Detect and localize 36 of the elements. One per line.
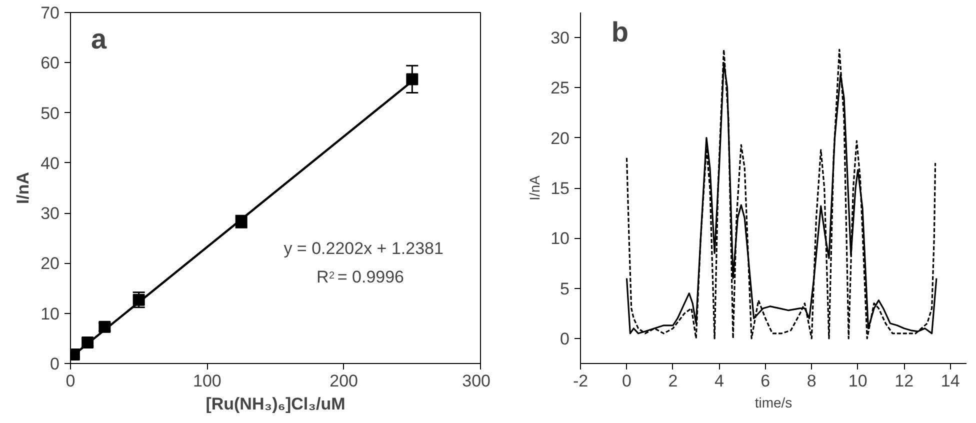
- x-tick-label: 0: [66, 372, 76, 390]
- x-tick-label: 10: [848, 372, 868, 390]
- y-tick-label: 40: [40, 154, 60, 173]
- y-tick-label: 30: [40, 204, 60, 224]
- x-tick-label: -2: [572, 372, 588, 390]
- annotation: y = 0.2202x + 1.2381: [284, 239, 444, 258]
- x-axis-title: time/s: [754, 394, 792, 410]
- x-tick-label: 12: [894, 372, 914, 390]
- x-tick-label: 4: [714, 372, 724, 390]
- y-tick-label: 0: [50, 354, 60, 374]
- y-tick-label: 15: [550, 179, 570, 198]
- y-tick-label: 0: [560, 329, 570, 348]
- y-tick-label: 5: [560, 279, 570, 298]
- y-tick-label: 10: [40, 304, 60, 324]
- annotation: b: [611, 16, 628, 48]
- x-tick-label: 2: [668, 372, 678, 390]
- y-tick-label: 30: [550, 28, 570, 48]
- y-tick-label: 20: [550, 128, 570, 148]
- x-tick-label: 0: [622, 372, 632, 390]
- x-tick-label: 14: [940, 372, 960, 390]
- y-tick-label: 60: [40, 54, 60, 73]
- x-tick-label: 100: [192, 372, 222, 390]
- y-tick-label: 25: [550, 78, 570, 98]
- y-tick-label: 20: [40, 254, 60, 274]
- y-tick-label: 10: [550, 229, 570, 248]
- x-tick-label: 200: [330, 372, 358, 390]
- x-tick-label: 6: [760, 372, 770, 390]
- point: [406, 73, 418, 86]
- y-tick-label: 70: [40, 4, 60, 22]
- y-tick-label: 50: [40, 104, 60, 123]
- x-axis-title: [Ru(NH₃)₆]Cl₃/uM: [206, 394, 346, 414]
- y-axis-title: I/nA: [526, 174, 543, 200]
- y-axis-title: I/nA: [14, 172, 33, 204]
- annotation: a: [91, 24, 107, 55]
- x-tick-label: 8: [806, 372, 816, 390]
- x-tick-label: 300: [462, 372, 491, 390]
